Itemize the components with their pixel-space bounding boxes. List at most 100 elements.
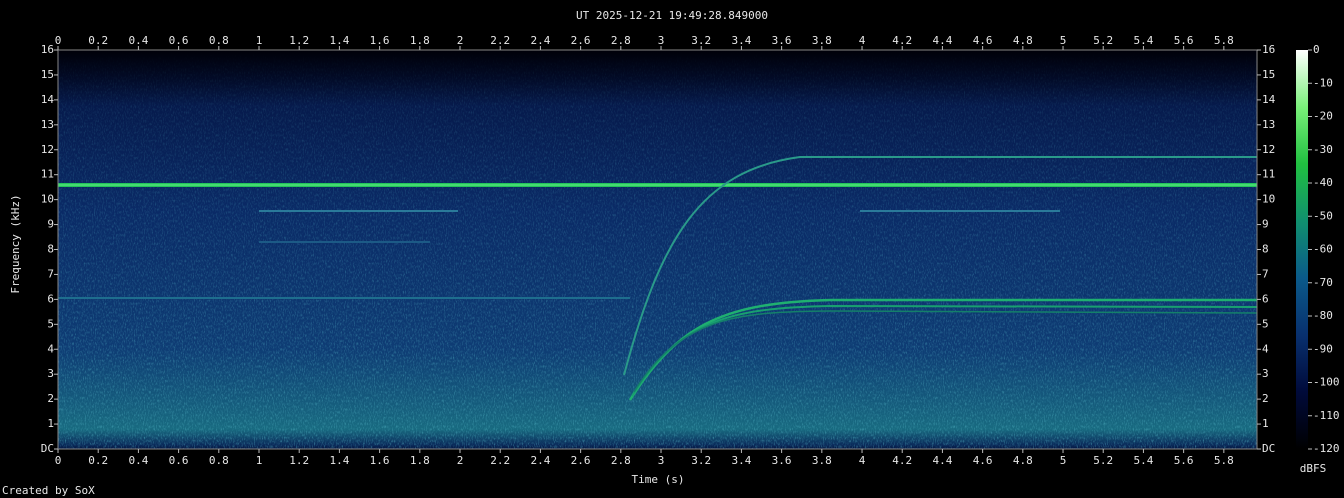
x-tick-label: 1.2 xyxy=(289,454,309,467)
y-tick-label: 1 xyxy=(47,417,54,430)
colorbar-tick-label: -90 xyxy=(1313,342,1333,355)
colorbar-tick-label: -80 xyxy=(1313,309,1333,322)
y-tick-label: 7 xyxy=(47,267,54,280)
colorbar-tick-label: -30 xyxy=(1313,143,1333,156)
x-tick-label: 4.8 xyxy=(1013,454,1033,467)
x-tick-label: 5 xyxy=(1060,454,1067,467)
x-tick-label: 0.2 xyxy=(88,34,108,47)
y-tick-label: 1 xyxy=(1262,417,1269,430)
x-tick-label: 5.6 xyxy=(1174,34,1194,47)
colorbar-tick-label: 0 xyxy=(1313,43,1320,56)
y-tick-label: 14 xyxy=(41,93,55,106)
y-tick-label: DC xyxy=(1262,442,1275,455)
x-tick-label: 1.6 xyxy=(370,34,390,47)
y-tick-label: 10 xyxy=(1262,193,1275,206)
colorbar-tick-label: -110 xyxy=(1313,409,1340,422)
x-tick-label: 2.8 xyxy=(611,34,631,47)
footer: Created by SoX xyxy=(2,484,95,497)
x-tick-label: 2.2 xyxy=(490,34,510,47)
x-tick-label: 3.4 xyxy=(731,454,751,467)
y-tick-label: 3 xyxy=(47,367,54,380)
y-tick-label: 8 xyxy=(1262,243,1269,256)
y-tick-label: 11 xyxy=(41,168,54,181)
x-tick-label: 5.4 xyxy=(1133,454,1153,467)
y-tick-label: 15 xyxy=(41,68,54,81)
x-tick-label: 1.8 xyxy=(410,454,430,467)
y-tick-label: 4 xyxy=(47,342,54,355)
colorbar-tick-label: -50 xyxy=(1313,209,1333,222)
x-tick-label: 3 xyxy=(658,454,665,467)
colorbar xyxy=(1296,50,1308,449)
y-tick-label: 12 xyxy=(1262,143,1275,156)
x-tick-label: 4.4 xyxy=(932,34,952,47)
x-tick-label: 2.6 xyxy=(571,34,591,47)
x-tick-label: 5.6 xyxy=(1174,454,1194,467)
x-tick-label: 3.8 xyxy=(812,34,832,47)
x-tick-label: 1.4 xyxy=(329,454,349,467)
x-tick-label: 4 xyxy=(859,34,866,47)
colorbar-tick-label: -120 xyxy=(1313,442,1340,455)
y-tick-label: 8 xyxy=(47,243,54,256)
y-tick-label: 6 xyxy=(1262,292,1269,305)
y-tick-label: 11 xyxy=(1262,168,1275,181)
x-tick-label: 2.4 xyxy=(530,454,550,467)
x-tick-label: 1.4 xyxy=(329,34,349,47)
y-tick-label: 16 xyxy=(41,43,54,56)
x-tick-label: 0.6 xyxy=(169,454,189,467)
x-tick-label: 4.6 xyxy=(973,454,993,467)
x-tick-label: 0.4 xyxy=(128,454,148,467)
y-tick-label: 14 xyxy=(1262,93,1276,106)
colorbar-tick-label: -70 xyxy=(1313,276,1333,289)
x-tick-label: 2.6 xyxy=(571,454,591,467)
x-tick-label: 5 xyxy=(1060,34,1067,47)
x-tick-label: 4.2 xyxy=(892,454,912,467)
colorbar-tick-label: -100 xyxy=(1313,376,1340,389)
x-tick-label: 0 xyxy=(55,34,62,47)
y-tick-label: 9 xyxy=(47,218,54,231)
y-tick-label: 5 xyxy=(1262,317,1269,330)
x-tick-label: 3.2 xyxy=(691,34,711,47)
spectrogram-image xyxy=(58,50,1258,449)
x-tick-label: 4.4 xyxy=(932,454,952,467)
colorbar-tick-label: -20 xyxy=(1313,110,1333,123)
y-tick-label: 15 xyxy=(1262,68,1275,81)
colorbar-label: dBFS xyxy=(1300,462,1327,475)
x-tick-label: 2 xyxy=(457,34,464,47)
x-tick-label: 3.2 xyxy=(691,454,711,467)
x-tick-label: 4.2 xyxy=(892,34,912,47)
y-tick-label: 9 xyxy=(1262,218,1269,231)
y-tick-label: 12 xyxy=(41,143,54,156)
x-tick-label: 5.8 xyxy=(1214,34,1234,47)
x-tick-label: 1.6 xyxy=(370,454,390,467)
x-tick-label: 3.6 xyxy=(772,454,792,467)
x-tick-label: 0 xyxy=(55,454,62,467)
y-tick-label: 6 xyxy=(47,292,54,305)
x-tick-label: 4.6 xyxy=(973,34,993,47)
x-tick-label: 0.4 xyxy=(128,34,148,47)
x-tick-label: 1 xyxy=(256,454,263,467)
colorbar-tick-label: -40 xyxy=(1313,176,1333,189)
x-tick-label: 2.8 xyxy=(611,454,631,467)
y-tick-label: DC xyxy=(41,442,54,455)
x-tick-label: 5.8 xyxy=(1214,454,1234,467)
x-tick-label: 0.8 xyxy=(209,34,229,47)
x-tick-label: 1.2 xyxy=(289,34,309,47)
x-tick-label: 3 xyxy=(658,34,665,47)
x-tick-label: 4.8 xyxy=(1013,34,1033,47)
x-tick-label: 0.6 xyxy=(169,34,189,47)
y-tick-label: 7 xyxy=(1262,267,1269,280)
x-tick-label: 0.8 xyxy=(209,454,229,467)
chart-title: UT 2025-12-21 19:49:28.849000 xyxy=(576,9,768,22)
x-tick-label: 3.8 xyxy=(812,454,832,467)
y-tick-label: 13 xyxy=(1262,118,1275,131)
x-axis-label: Time (s) xyxy=(632,473,685,486)
y-tick-label: 3 xyxy=(1262,367,1269,380)
x-tick-label: 2.2 xyxy=(490,454,510,467)
y-tick-label: 2 xyxy=(1262,392,1269,405)
y-axis-label: Frequency (kHz) xyxy=(9,194,22,293)
y-tick-label: 13 xyxy=(41,118,54,131)
y-tick-label: 5 xyxy=(47,317,54,330)
colorbar-tick-label: -60 xyxy=(1313,243,1333,256)
x-tick-label: 5.2 xyxy=(1093,454,1113,467)
